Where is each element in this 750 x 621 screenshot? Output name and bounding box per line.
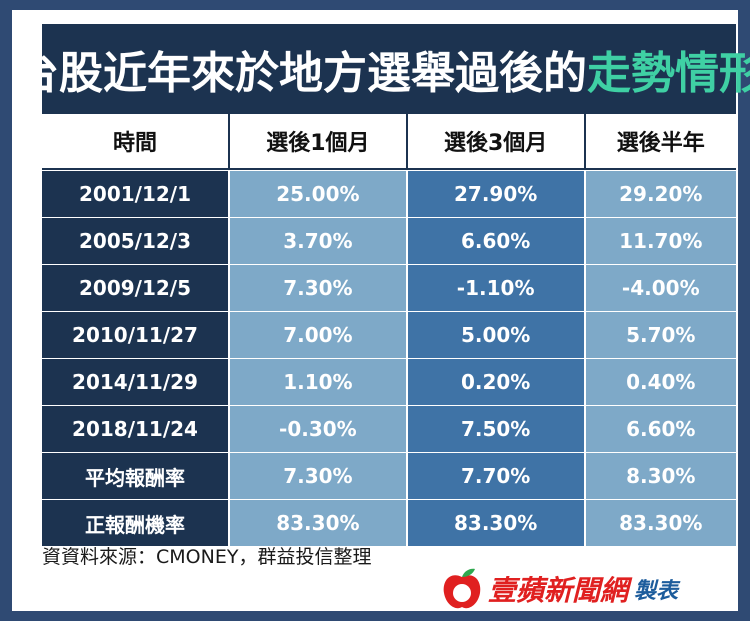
cell-1-month: -0.30% — [228, 405, 406, 452]
infographic-card: 台股近年來於地方選舉過後的走勢情形 時間 選後1個月 選後3個月 選後半年 20… — [12, 10, 750, 614]
cell-half-year: 0.40% — [583, 358, 736, 405]
cell-3-month: 6.60% — [405, 217, 584, 264]
returns-table: 時間 選後1個月 選後3個月 選後半年 2001/12/1 25.00% 27.… — [42, 114, 736, 546]
table-header-row: 時間 選後1個月 選後3個月 選後半年 — [42, 114, 736, 170]
cell-1-month: 3.70% — [228, 217, 406, 264]
cell-3-month: 7.50% — [405, 405, 584, 452]
row-date: 2010/11/27 — [42, 311, 228, 358]
cell-1-month: 7.30% — [228, 452, 406, 499]
row-label: 正報酬機率 — [42, 499, 228, 546]
cell-half-year: 83.30% — [583, 499, 736, 546]
header-1-month: 選後1個月 — [228, 114, 406, 170]
cell-3-month: 27.90% — [405, 170, 584, 217]
row-date: 2005/12/3 — [42, 217, 228, 264]
cell-1-month: 25.00% — [228, 170, 406, 217]
title-main: 台股近年來於地方選舉過後的 — [15, 48, 587, 99]
cell-half-year: 29.20% — [583, 170, 736, 217]
cell-3-month: 0.20% — [405, 358, 584, 405]
table-row: 2014/11/29 1.10% 0.20% 0.40% — [42, 358, 736, 405]
cell-3-month: 5.00% — [405, 311, 584, 358]
title-highlight: 走勢情形 — [587, 48, 750, 99]
brand-name: 壹蘋新聞網 — [488, 574, 629, 607]
cell-3-month: 7.70% — [405, 452, 584, 499]
row-label: 平均報酬率 — [42, 452, 228, 499]
brand-logo: 壹蘋新聞網 製表 — [442, 564, 678, 614]
header-half-year: 選後半年 — [583, 114, 736, 170]
table-row: 2005/12/3 3.70% 6.60% 11.70% — [42, 217, 736, 264]
cell-half-year: 8.30% — [583, 452, 736, 499]
cell-3-month: -1.10% — [405, 264, 584, 311]
header-time: 時間 — [42, 114, 228, 170]
header-3-month: 選後3個月 — [405, 114, 584, 170]
row-date: 2001/12/1 — [42, 170, 228, 217]
table-row-probability: 正報酬機率 83.30% 83.30% 83.30% — [42, 499, 736, 546]
cell-half-year: 6.60% — [583, 405, 736, 452]
cell-half-year: 11.70% — [583, 217, 736, 264]
row-date: 2009/12/5 — [42, 264, 228, 311]
table-row-average: 平均報酬率 7.30% 7.70% 8.30% — [42, 452, 736, 499]
table-row: 2009/12/5 7.30% -1.10% -4.00% — [42, 264, 736, 311]
cell-1-month: 7.00% — [228, 311, 406, 358]
cell-half-year: -4.00% — [583, 264, 736, 311]
source-note: 資資料來源：CMONEY，群益投信整理 — [42, 546, 372, 568]
row-date: 2018/11/24 — [42, 405, 228, 452]
title-banner: 台股近年來於地方選舉過後的走勢情形 — [15, 24, 750, 114]
cell-half-year: 5.70% — [583, 311, 736, 358]
cell-1-month: 83.30% — [228, 499, 406, 546]
table-row: 2001/12/1 25.00% 27.90% 29.20% — [42, 170, 736, 217]
table-row: 2010/11/27 7.00% 5.00% 5.70% — [42, 311, 736, 358]
row-date: 2014/11/29 — [42, 358, 228, 405]
page-title: 台股近年來於地方選舉過後的走勢情形 — [15, 37, 750, 101]
apple-icon — [443, 568, 481, 609]
table-row: 2018/11/24 -0.30% 7.50% 6.60% — [42, 405, 736, 452]
cell-3-month: 83.30% — [405, 499, 584, 546]
cell-1-month: 7.30% — [228, 264, 406, 311]
cell-1-month: 1.10% — [228, 358, 406, 405]
brand-suffix: 製表 — [634, 579, 679, 604]
